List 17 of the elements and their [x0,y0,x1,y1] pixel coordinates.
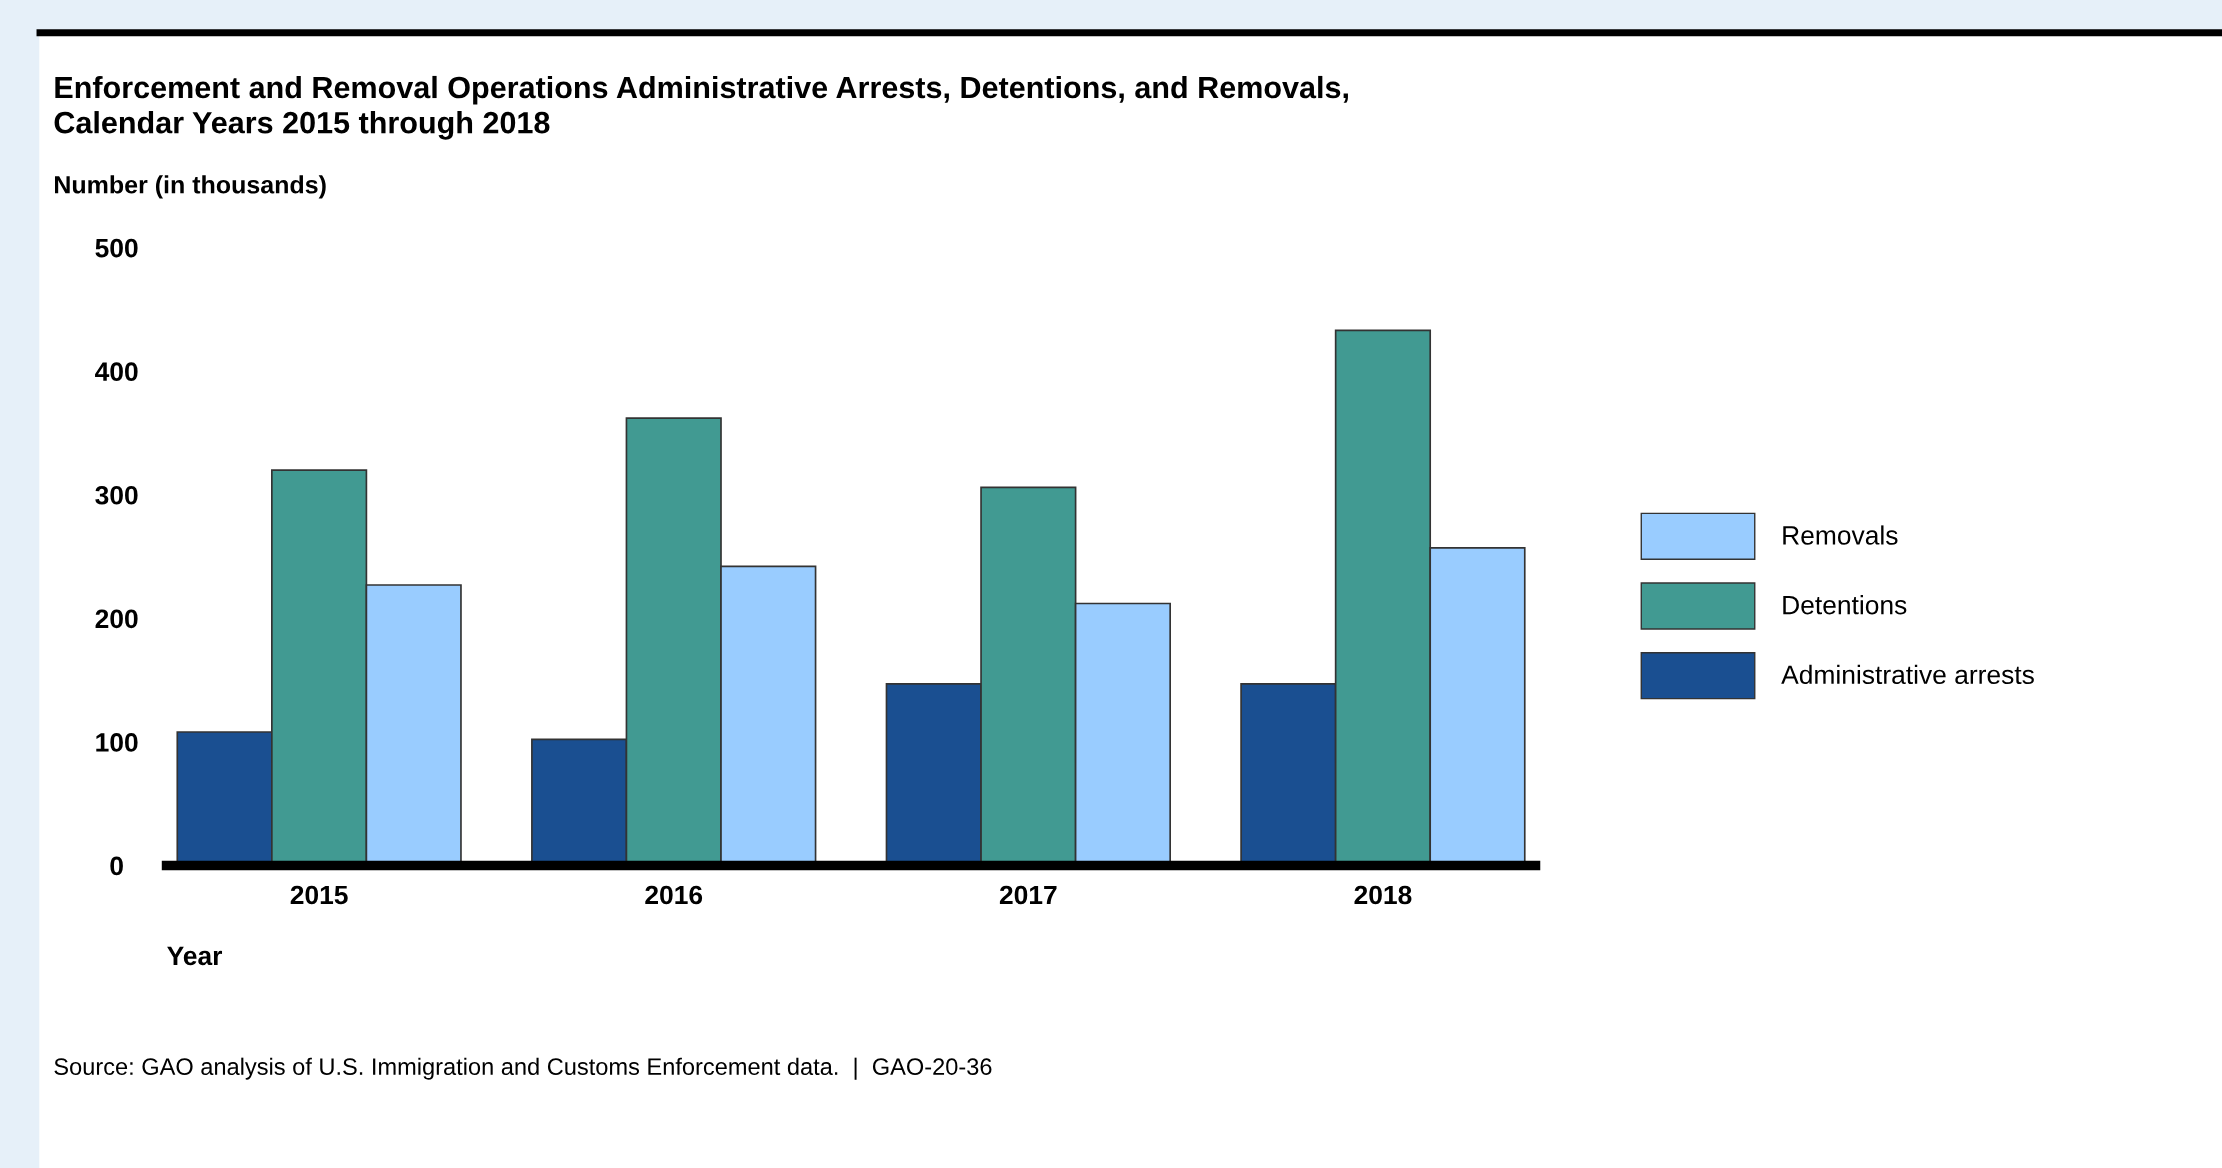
x-tick-label: 2017 [999,885,1057,905]
y-tick-label: 0 [110,856,123,876]
x-tick-label: 2015 [290,885,348,905]
legend-label: Detentions [1783,595,1907,615]
legend-label: Administrative arrests [1781,664,2034,685]
x-axis-title: Year [167,946,223,966]
chart-title: Enforcement and Removal Operations Administrative Arrests, Detentions, and Removals, Calendar Years 2015 through 2018 [54,75,1348,140]
x-tick-label: 2016 [645,885,703,905]
source-note: Source: GAO analysis of U.S. Immigration and Customs Enforcement data. | GAO-20-36 [54,1057,992,1080]
y-tick-label: 300 [95,485,138,505]
y-tick-label: 200 [95,609,138,629]
y-tick-label: 500 [95,238,138,258]
y-tick-label: 100 [96,733,138,752]
y-tick-label: 400 [95,362,138,382]
legend-label: Removals [1783,525,1898,545]
x-tick-label: 2018 [1354,885,1412,905]
y-axis-title: Number (in thousands) [55,175,326,199]
